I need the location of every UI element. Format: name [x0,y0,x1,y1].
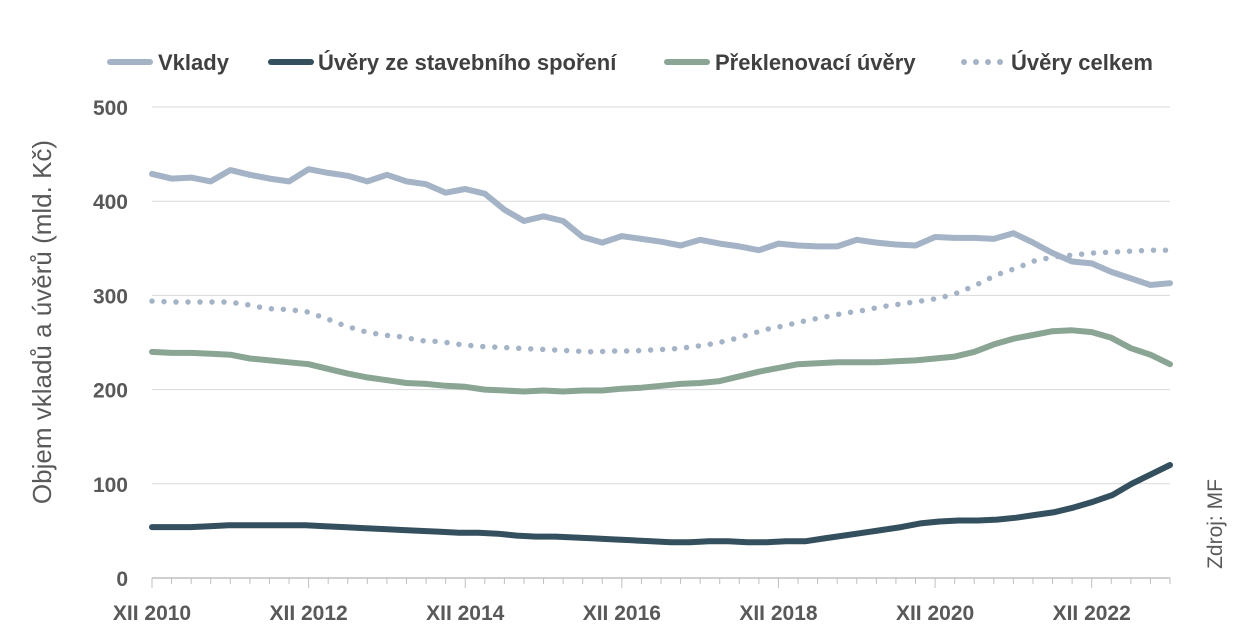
x-tick-label: XII 2016 [583,602,661,625]
grid [152,106,1170,485]
series-lines [149,166,1173,546]
x-tick-label: XII 2010 [113,602,191,625]
series-line-2 [149,327,1173,395]
x-tick-label: XII 2014 [426,602,505,625]
legend-label-uvery-ze-stavebniho-sporeni: Úvěry ze stavebního spoření [318,50,617,75]
y-tick-label: 400 [93,191,128,214]
source-note: Zdroj: MF [1204,479,1227,569]
x-tick-label: XII 2012 [269,602,347,625]
x-axis: XII 2010 XII 2012 XII 2014 XII 2016 XII 2018… [113,577,1171,625]
series-line-0 [149,166,1173,288]
y-tick-label: 300 [93,285,128,308]
y-tick-label: 200 [93,380,128,403]
series-line-1 [149,462,1173,546]
y-tick-label: 100 [93,474,128,497]
x-tick-label: XII 2020 [896,602,974,625]
x-tick-label: XII 2018 [739,602,818,625]
y-tick-label: 0 [116,568,128,591]
y-axis-label: Objem vkladů a úvěrů (mld. Kč) [27,140,57,504]
y-axis-ticks: 0 100 200 300 400 500 [93,97,128,591]
series-line-3 [149,247,1173,355]
legend-label-vklady: Vklady [158,50,230,75]
x-tick-label: XII 2022 [1053,602,1131,625]
y-tick-label: 500 [93,97,128,120]
legend: Vklady Úvěry ze stavebního spoření Překl… [107,50,1153,75]
legend-label-preklenovaci-uvery: Překlenovací úvěry [715,50,916,75]
legend-label-uvery-celkem: Úvěry celkem [1011,50,1153,75]
